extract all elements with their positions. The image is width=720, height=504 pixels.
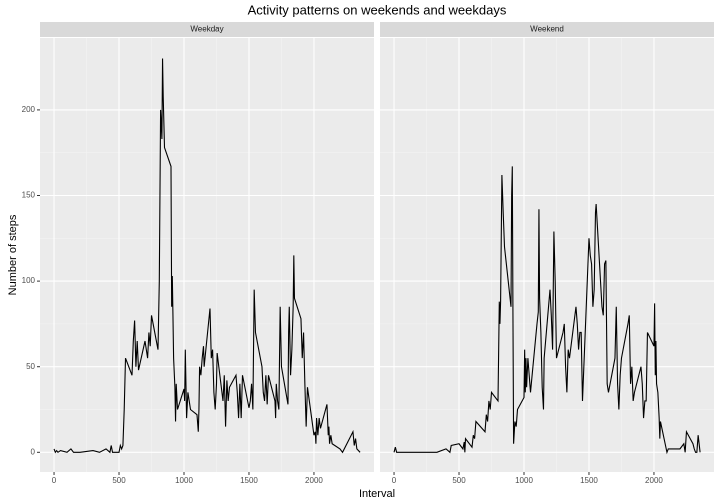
y-tick-label: 150: [22, 191, 36, 200]
y-axis-label: Number of steps: [7, 214, 19, 295]
strip-label: Weekend: [530, 25, 564, 34]
x-tick-label: 1500: [580, 476, 598, 485]
x-tick-label: 0: [392, 476, 397, 485]
y-tick-label: 0: [31, 447, 36, 456]
y-tick-label: 100: [22, 276, 36, 285]
strip-label: Weekday: [190, 25, 223, 34]
x-axis-label: Interval: [359, 488, 395, 500]
x-tick-label: 500: [452, 476, 466, 485]
x-tick-label: 2000: [305, 476, 323, 485]
y-tick-label: 200: [22, 105, 36, 114]
x-tick-label: 500: [112, 476, 126, 485]
data-line: [53, 58, 361, 454]
panel-background: [40, 38, 374, 472]
x-tick-label: 2000: [645, 476, 663, 485]
panel-background: [380, 38, 714, 472]
x-tick-label: 1500: [240, 476, 258, 485]
x-tick-label: 1000: [175, 476, 193, 485]
strip-background: [40, 22, 374, 37]
y-tick-label: 50: [26, 362, 35, 371]
x-tick-label: 0: [52, 476, 57, 485]
strip-background: [380, 22, 714, 37]
x-tick-label: 1000: [515, 476, 533, 485]
data-line: [393, 166, 701, 455]
chart-title: Activity patterns on weekends and weekda…: [248, 2, 507, 17]
